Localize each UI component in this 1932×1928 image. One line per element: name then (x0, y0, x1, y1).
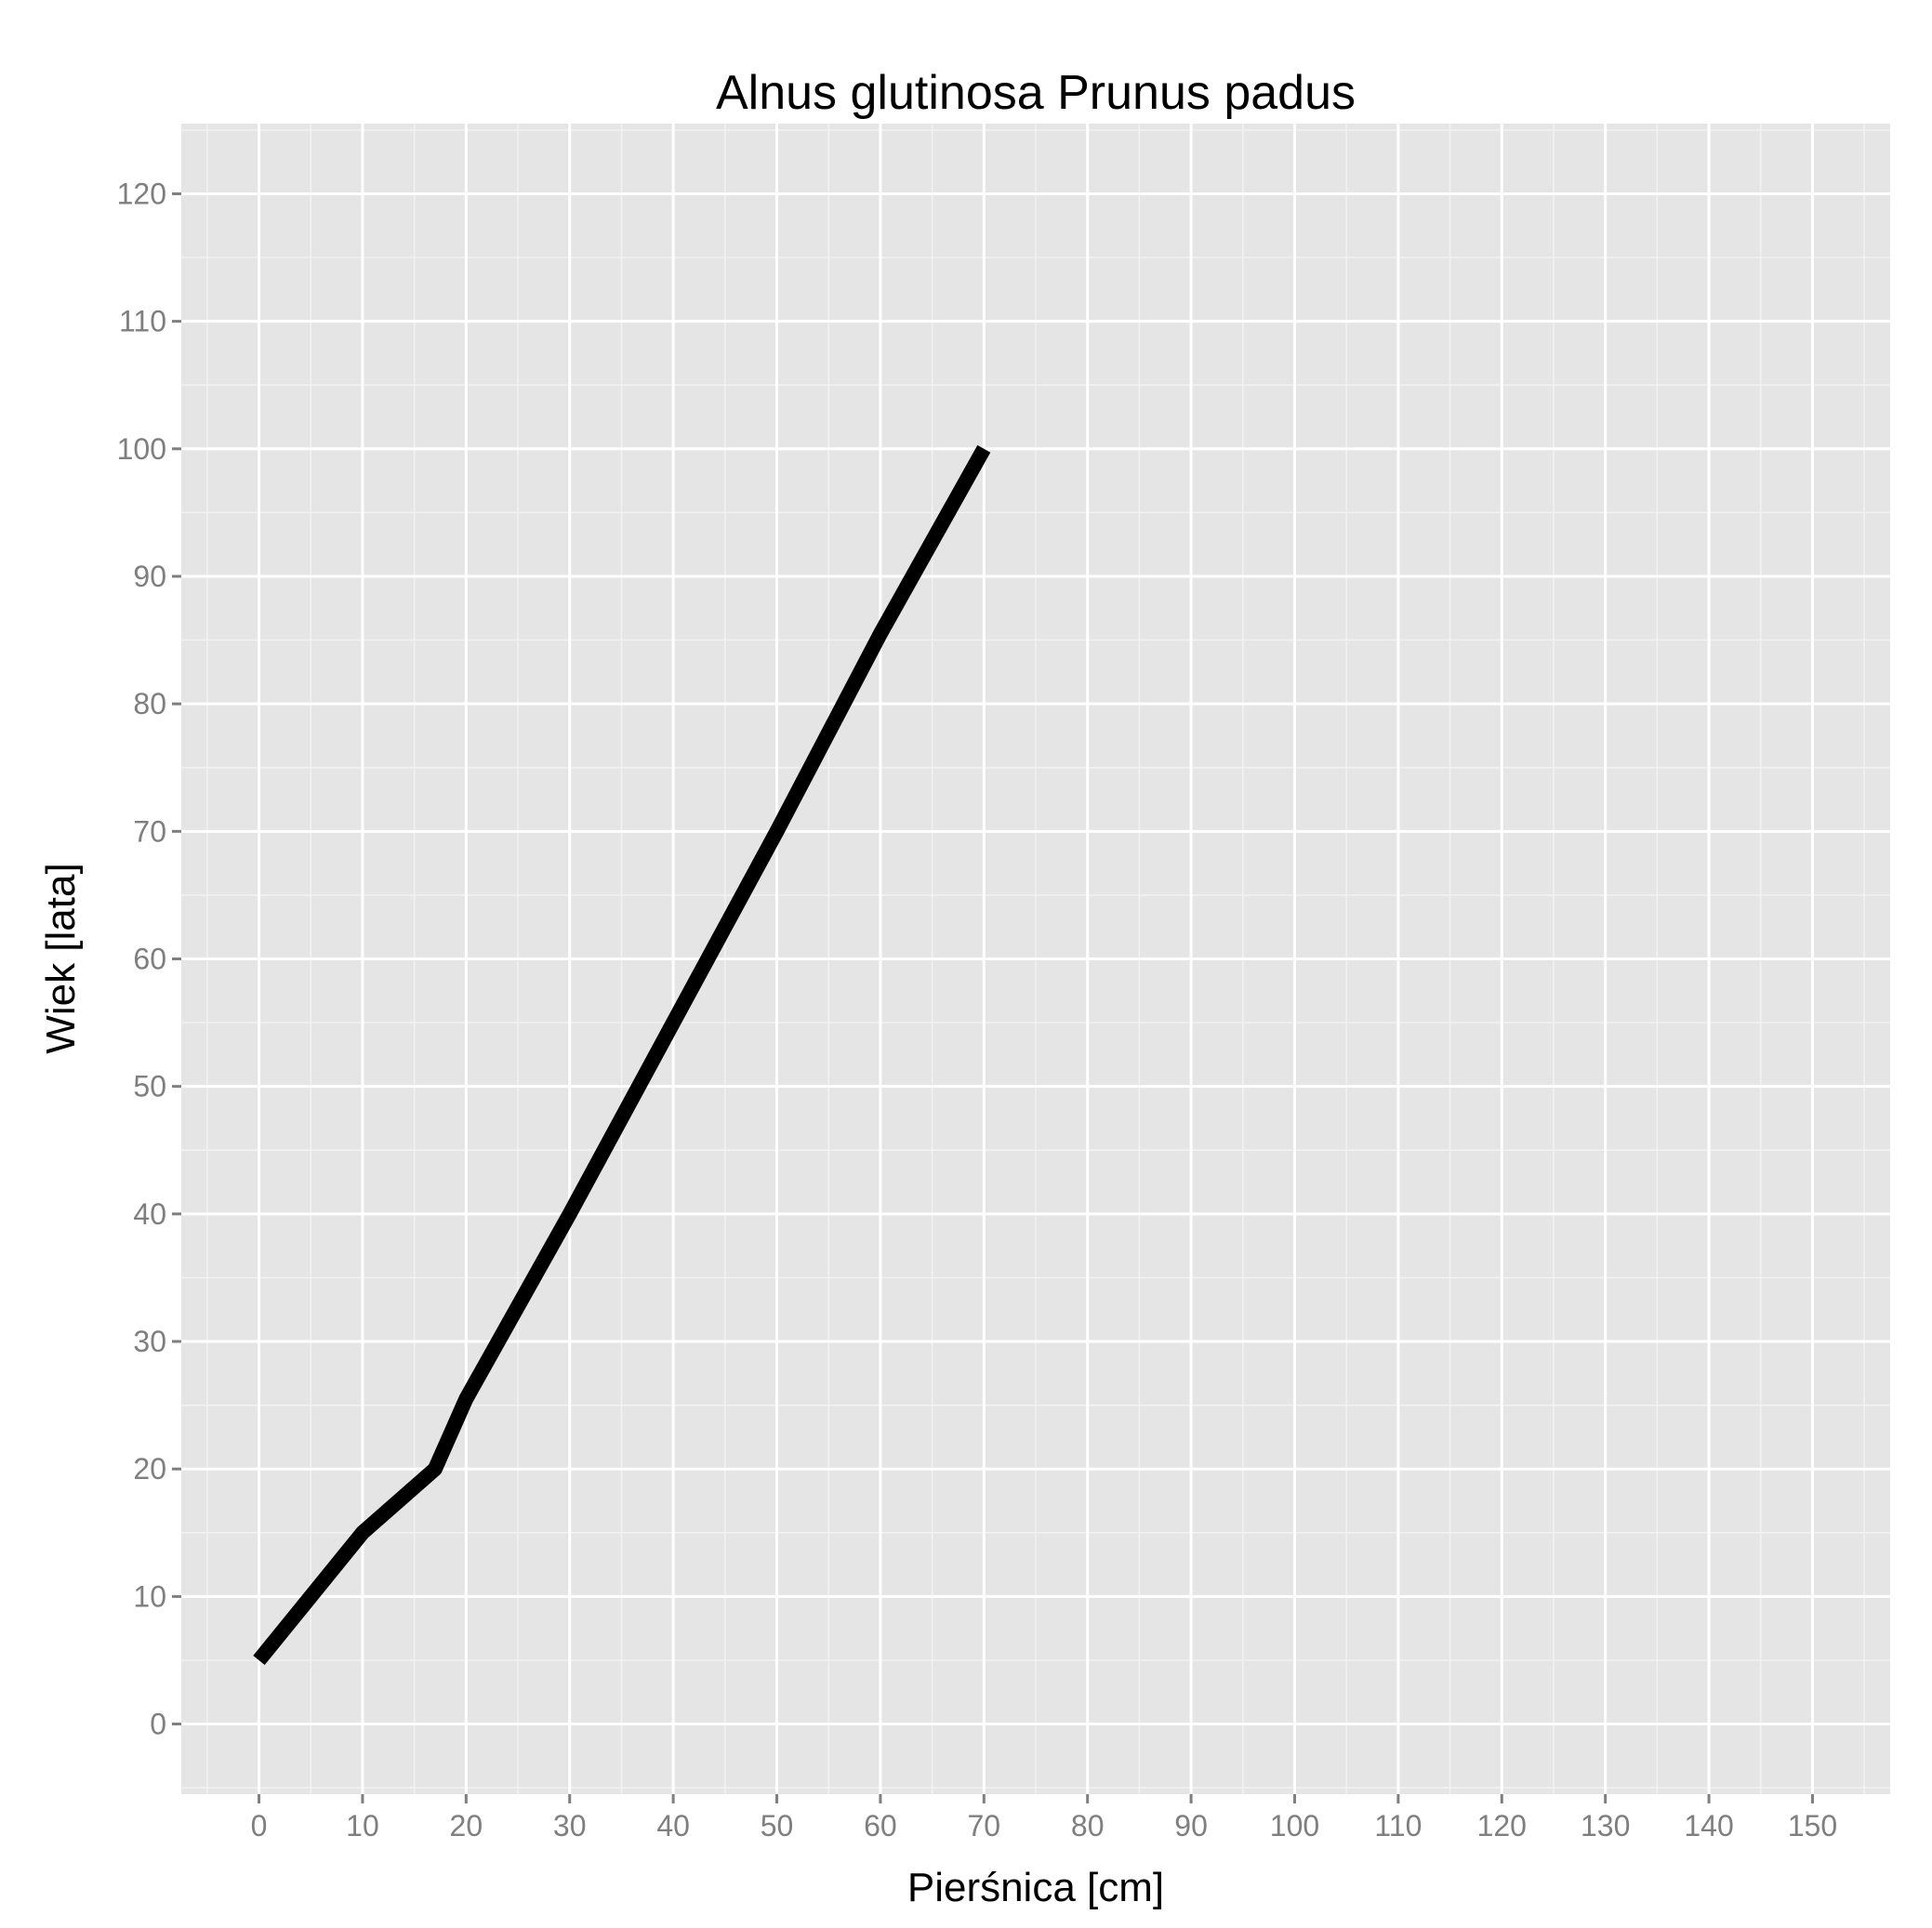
series-layer (253, 444, 991, 1666)
y-tick-label: 120 (117, 177, 166, 210)
x-tick-label: 110 (1374, 1809, 1422, 1842)
y-tick-label: 110 (119, 305, 166, 338)
y-tick-label: 0 (150, 1708, 166, 1741)
x-tick-label: 130 (1581, 1809, 1630, 1842)
y-tick-label: 10 (133, 1579, 166, 1613)
y-tick-label: 20 (133, 1452, 166, 1486)
grid-major (181, 124, 1890, 1794)
y-tick-label: 50 (133, 1070, 166, 1103)
x-tick-label: 50 (761, 1809, 794, 1842)
x-tick-label: 0 (251, 1809, 268, 1842)
x-tick-label: 150 (1788, 1809, 1837, 1842)
x-tick-label: 60 (864, 1809, 897, 1842)
y-axis-title: Wiek [lata] (38, 863, 84, 1053)
y-axis-ticks: 0 10 20 30 40 50 60 70 80 90 100 110 120 (117, 177, 181, 1741)
x-tick-label: 20 (450, 1809, 483, 1842)
y-tick-label: 90 (133, 560, 166, 593)
x-tick-label: 140 (1684, 1809, 1733, 1842)
x-axis-ticks: 0 10 20 30 40 50 60 70 80 90 100 110 120 130 140 150 (251, 1794, 1837, 1842)
x-tick-label: 90 (1174, 1809, 1208, 1842)
x-tick-label: 100 (1270, 1809, 1319, 1842)
series-line (253, 444, 991, 1666)
x-tick-label: 120 (1477, 1809, 1527, 1842)
y-tick-label: 70 (133, 814, 166, 848)
x-tick-label: 70 (968, 1809, 1001, 1842)
x-tick-label: 10 (346, 1809, 379, 1842)
y-tick-label: 40 (133, 1197, 166, 1231)
chart-title: Alnus glutinosa Prunus padus (716, 66, 1356, 120)
y-tick-label: 100 (117, 432, 166, 466)
x-tick-label: 30 (553, 1809, 587, 1842)
x-axis-title: Pierśnica [cm] (907, 1865, 1164, 1910)
x-tick-label: 40 (656, 1809, 690, 1842)
y-tick-label: 60 (133, 943, 166, 976)
y-tick-label: 30 (133, 1325, 166, 1358)
x-tick-label: 80 (1071, 1809, 1105, 1842)
y-tick-label: 80 (133, 687, 166, 720)
